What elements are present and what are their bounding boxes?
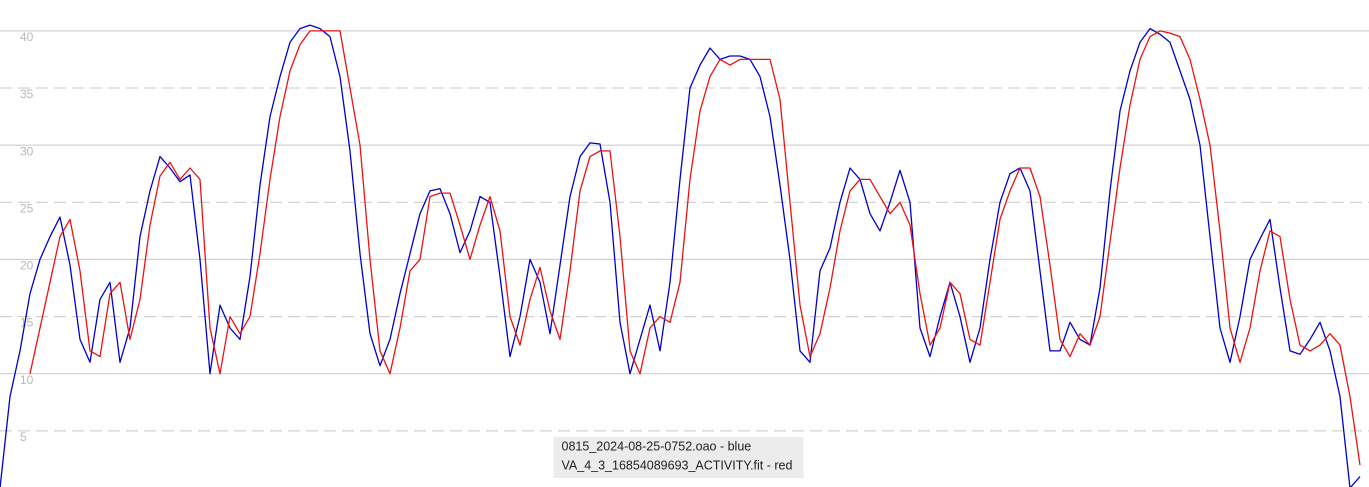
y-tick-label: 10 <box>20 373 34 387</box>
legend-box <box>553 437 804 478</box>
y-tick-label: 15 <box>20 316 34 330</box>
y-tick-label: 25 <box>20 201 34 215</box>
y-tick-label: 5 <box>20 430 27 444</box>
series-line <box>0 24 1361 487</box>
grid: 5 10 15 20 25 30 35 40 <box>0 30 1369 444</box>
legend-entry: 0815_2024-08-25-0752.oao - blue <box>562 439 752 453</box>
y-tick-label: 35 <box>20 87 34 101</box>
legend-entry: VA_4_3_16854089693_ACTIVITY.fit - red <box>562 458 793 472</box>
y-tick-label: 20 <box>20 259 34 273</box>
series-line <box>29 30 1361 466</box>
legend: 0815_2024-08-25-0752.oao - blue VA_4_3_16… <box>553 437 804 478</box>
y-tick-label: 40 <box>20 30 34 44</box>
y-tick-label: 30 <box>20 144 34 158</box>
plot <box>0 24 1361 487</box>
